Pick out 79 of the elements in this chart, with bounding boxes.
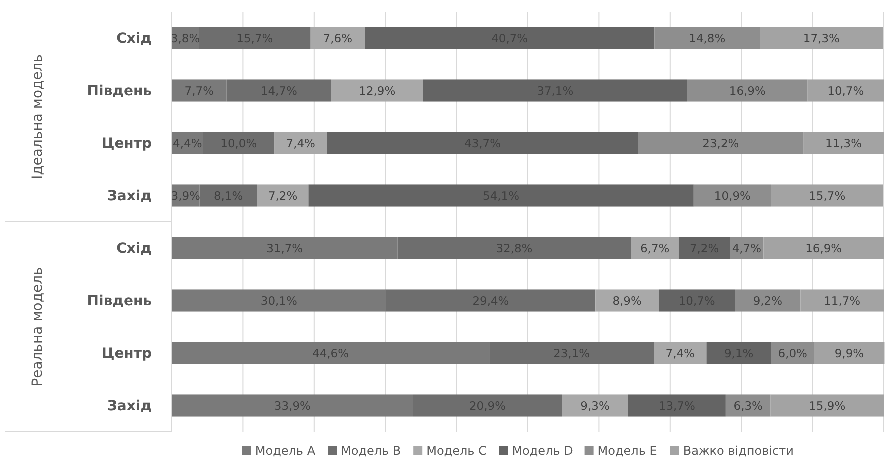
bar [638, 132, 804, 154]
bar [562, 394, 628, 417]
legend-label: Важко відповісти [683, 444, 794, 458]
data-label: 9,2% [753, 294, 783, 308]
bar [726, 394, 771, 417]
bar [310, 27, 365, 50]
bar [423, 80, 688, 102]
legend-label: Модель B [341, 444, 402, 458]
data-label: 23,2% [702, 136, 740, 150]
y-tick-label: Центр [102, 346, 152, 362]
bar [687, 80, 808, 102]
legend-label: Модель A [255, 444, 316, 458]
data-label: 9,9% [834, 346, 864, 360]
data-label: 30,1% [260, 294, 298, 308]
data-label: 3,9% [171, 188, 201, 203]
bar [274, 132, 328, 154]
bar [764, 237, 884, 260]
bar [308, 184, 694, 207]
data-label: 31,7% [266, 241, 304, 256]
bar [814, 342, 885, 364]
y-tick-label: Схід [116, 31, 152, 48]
y-tick-label: Центр [102, 136, 152, 152]
data-label: 7,2% [268, 188, 298, 203]
data-label: 6,7% [640, 241, 670, 256]
bar [706, 342, 772, 364]
bar [678, 237, 730, 260]
data-label: 15,7% [809, 188, 846, 203]
bar [800, 290, 884, 312]
data-label: 6,0% [778, 346, 808, 360]
data-label: 7,6% [323, 31, 353, 46]
bar [772, 184, 884, 207]
y-tick-label: Південь [87, 84, 152, 100]
bar [654, 342, 707, 364]
data-label: 4,7% [732, 241, 762, 256]
bar [770, 394, 884, 417]
bar [804, 132, 884, 154]
bar [327, 132, 638, 154]
bar [628, 394, 726, 417]
data-label: 8,9% [612, 294, 642, 308]
bar [772, 342, 814, 364]
data-label: 9,3% [580, 398, 610, 413]
data-label: 3,8% [170, 31, 200, 46]
data-label: 15,9% [809, 398, 846, 413]
data-label: 44,6% [312, 346, 350, 360]
y-tick-label: Схід [116, 241, 152, 258]
bar [257, 184, 309, 207]
data-label: 11,3% [826, 136, 862, 150]
bar [331, 80, 424, 102]
bar [808, 80, 884, 102]
data-label: 16,9% [729, 84, 766, 98]
y-tick-label: Захід [107, 398, 152, 415]
legend-label: Модель C [426, 444, 487, 458]
data-label: 11,7% [824, 294, 861, 308]
bar [631, 237, 679, 260]
data-label: 7,4% [666, 346, 696, 360]
text: Реальна модель [30, 267, 46, 387]
data-label: 10,7% [828, 84, 864, 98]
bar [654, 27, 760, 50]
bar [735, 290, 801, 312]
data-label: 17,3% [803, 31, 840, 46]
y-tick-label: Захід [107, 188, 152, 205]
data-label: 12,9% [359, 84, 396, 98]
data-label: 33,9% [274, 398, 312, 413]
data-label: 16,9% [806, 241, 842, 256]
data-label: 7,4% [286, 136, 316, 150]
data-label: 6,3% [734, 398, 764, 413]
data-label: 10,9% [714, 188, 752, 203]
legend-label: Модель E [598, 444, 658, 458]
data-label: 4,4% [173, 136, 202, 150]
legend-label: Модель D [512, 444, 574, 458]
bar [596, 290, 660, 312]
text: Ідеальна модель [30, 54, 46, 180]
data-label: 14,8% [689, 31, 726, 46]
bar [760, 27, 884, 50]
bar [659, 290, 736, 312]
data-label: 7,7% [184, 84, 214, 98]
bar [694, 184, 772, 207]
y-tick-label: Південь [87, 294, 152, 310]
bar [364, 27, 655, 50]
